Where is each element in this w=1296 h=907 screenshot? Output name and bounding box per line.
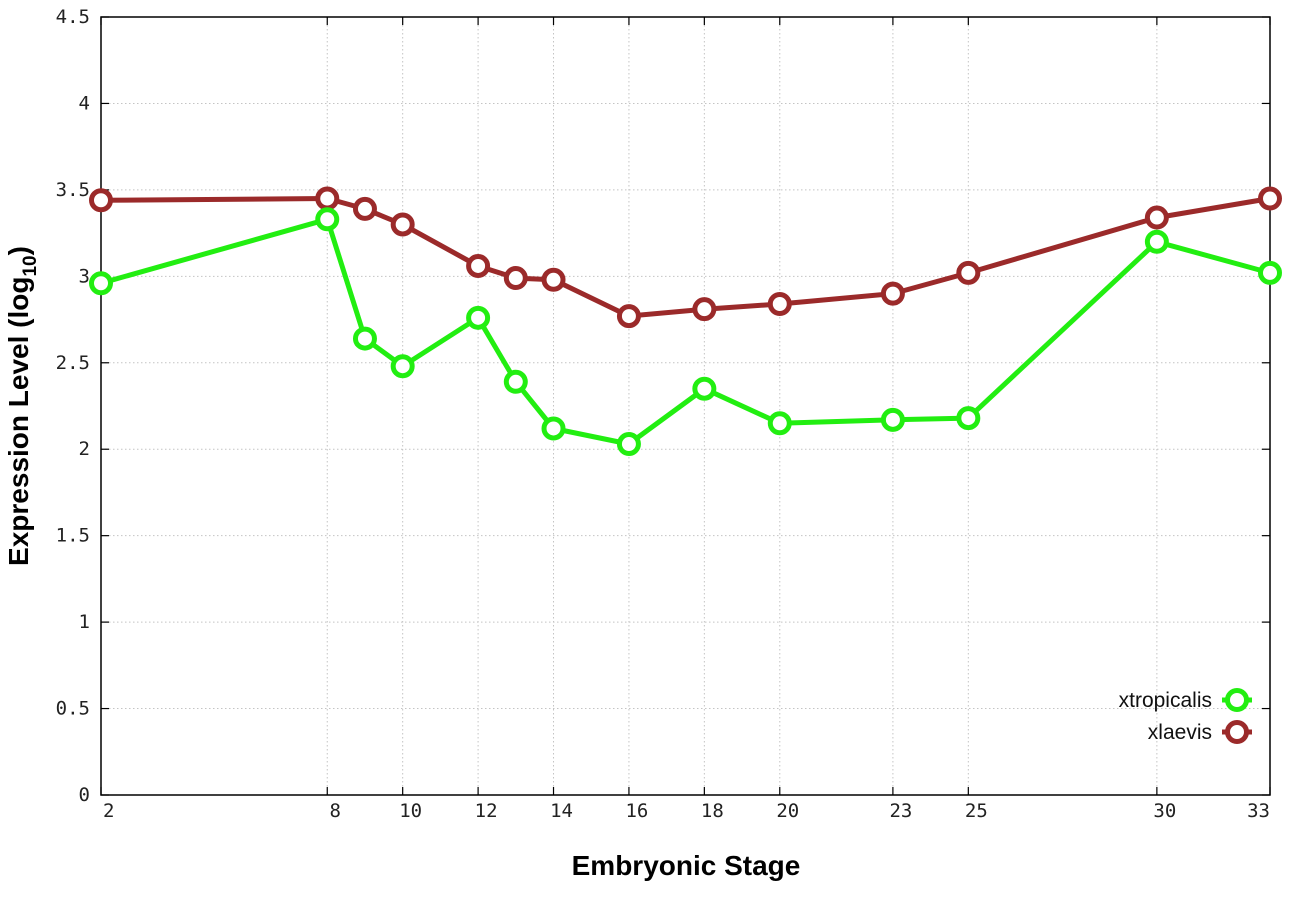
data-point-xlaevis: [541, 267, 566, 292]
y-axis-title-subscript: 10: [20, 255, 41, 276]
legend-label-xtropicalis: xtropicalis: [1119, 689, 1212, 712]
y-tick-label: 0.5: [56, 698, 90, 720]
legend-marker-xtropicalis: [1225, 688, 1249, 712]
data-point-xtropicalis: [541, 416, 566, 441]
y-axis-title-main: Expression Level (log: [3, 277, 34, 566]
x-tick-label: 23: [889, 800, 912, 822]
axis-ticks: 0 0.5 1 1.5 2 2.5 3 3.5 4 4.5 2 8 10 12 14 16 18 20 23 25 30…: [56, 6, 1271, 822]
x-tick-label: 16: [625, 800, 648, 822]
data-point-xlaevis: [1258, 186, 1282, 211]
x-tick-label: 33: [1247, 800, 1270, 822]
series-line-xtropicalis: [100, 216, 1271, 447]
data-point-xlaevis: [315, 186, 340, 211]
data-point-xlaevis: [692, 297, 717, 322]
data-point-xtropicalis: [390, 354, 415, 379]
data-point-xlaevis: [880, 281, 905, 306]
data-point-xtropicalis: [315, 207, 340, 232]
y-tick-label: 4.5: [56, 6, 90, 28]
x-tick-label: 20: [776, 800, 799, 822]
x-tick-label: 10: [399, 800, 422, 822]
data-point-xlaevis: [616, 304, 641, 329]
x-tick-label: 2: [103, 800, 114, 822]
data-point-xlaevis: [390, 212, 415, 237]
data-point-xlaevis: [767, 291, 792, 316]
x-tick-label: 25: [965, 800, 988, 822]
x-tick-label: 14: [550, 800, 573, 822]
data-point-xtropicalis: [466, 305, 491, 330]
x-tick-label: 30: [1153, 800, 1176, 822]
data-point-xlaevis: [1144, 205, 1169, 230]
data-point-xtropicalis: [616, 432, 641, 457]
y-tick-label: 3.5: [56, 179, 90, 201]
x-tick-label: 12: [475, 800, 498, 822]
y-axis-title-close: ): [3, 246, 34, 255]
data-point-xtropicalis: [956, 406, 981, 431]
legend: xtropicalis xlaevis: [1119, 688, 1252, 744]
data-point-xlaevis: [466, 253, 491, 278]
legend-marker-xlaevis: [1225, 720, 1249, 744]
data-point-xtropicalis: [767, 411, 792, 436]
data-point-xtropicalis: [352, 326, 377, 351]
x-axis-title: Embryonic Stage: [572, 850, 801, 881]
x-tick-label: 8: [330, 800, 341, 822]
y-tick-label: 2.5: [56, 352, 90, 374]
legend-label-xlaevis: xlaevis: [1148, 721, 1212, 744]
data-point-xtropicalis: [503, 369, 528, 394]
data-point-xlaevis: [352, 196, 377, 221]
y-tick-label: 2: [79, 438, 90, 460]
grid: [101, 17, 1270, 795]
x-tick-label: 18: [701, 800, 724, 822]
data-point-xlaevis: [89, 188, 113, 213]
series-layer: [89, 186, 1282, 457]
y-axis-title: Expression Level (log10): [3, 246, 41, 566]
y-tick-label: 3: [79, 265, 90, 287]
y-tick-label: 4: [79, 92, 90, 114]
data-point-xtropicalis: [880, 407, 905, 432]
data-point-xtropicalis: [692, 376, 717, 401]
plot-frame: [100, 16, 1271, 796]
data-point-xtropicalis: [89, 271, 113, 296]
data-point-xlaevis: [503, 266, 528, 291]
y-tick-label: 0: [79, 784, 90, 806]
y-tick-label: 1: [79, 611, 90, 633]
data-point-xlaevis: [956, 260, 981, 285]
y-tick-label: 1.5: [56, 525, 90, 547]
data-point-xtropicalis: [1258, 260, 1282, 285]
data-point-xtropicalis: [1144, 229, 1169, 254]
